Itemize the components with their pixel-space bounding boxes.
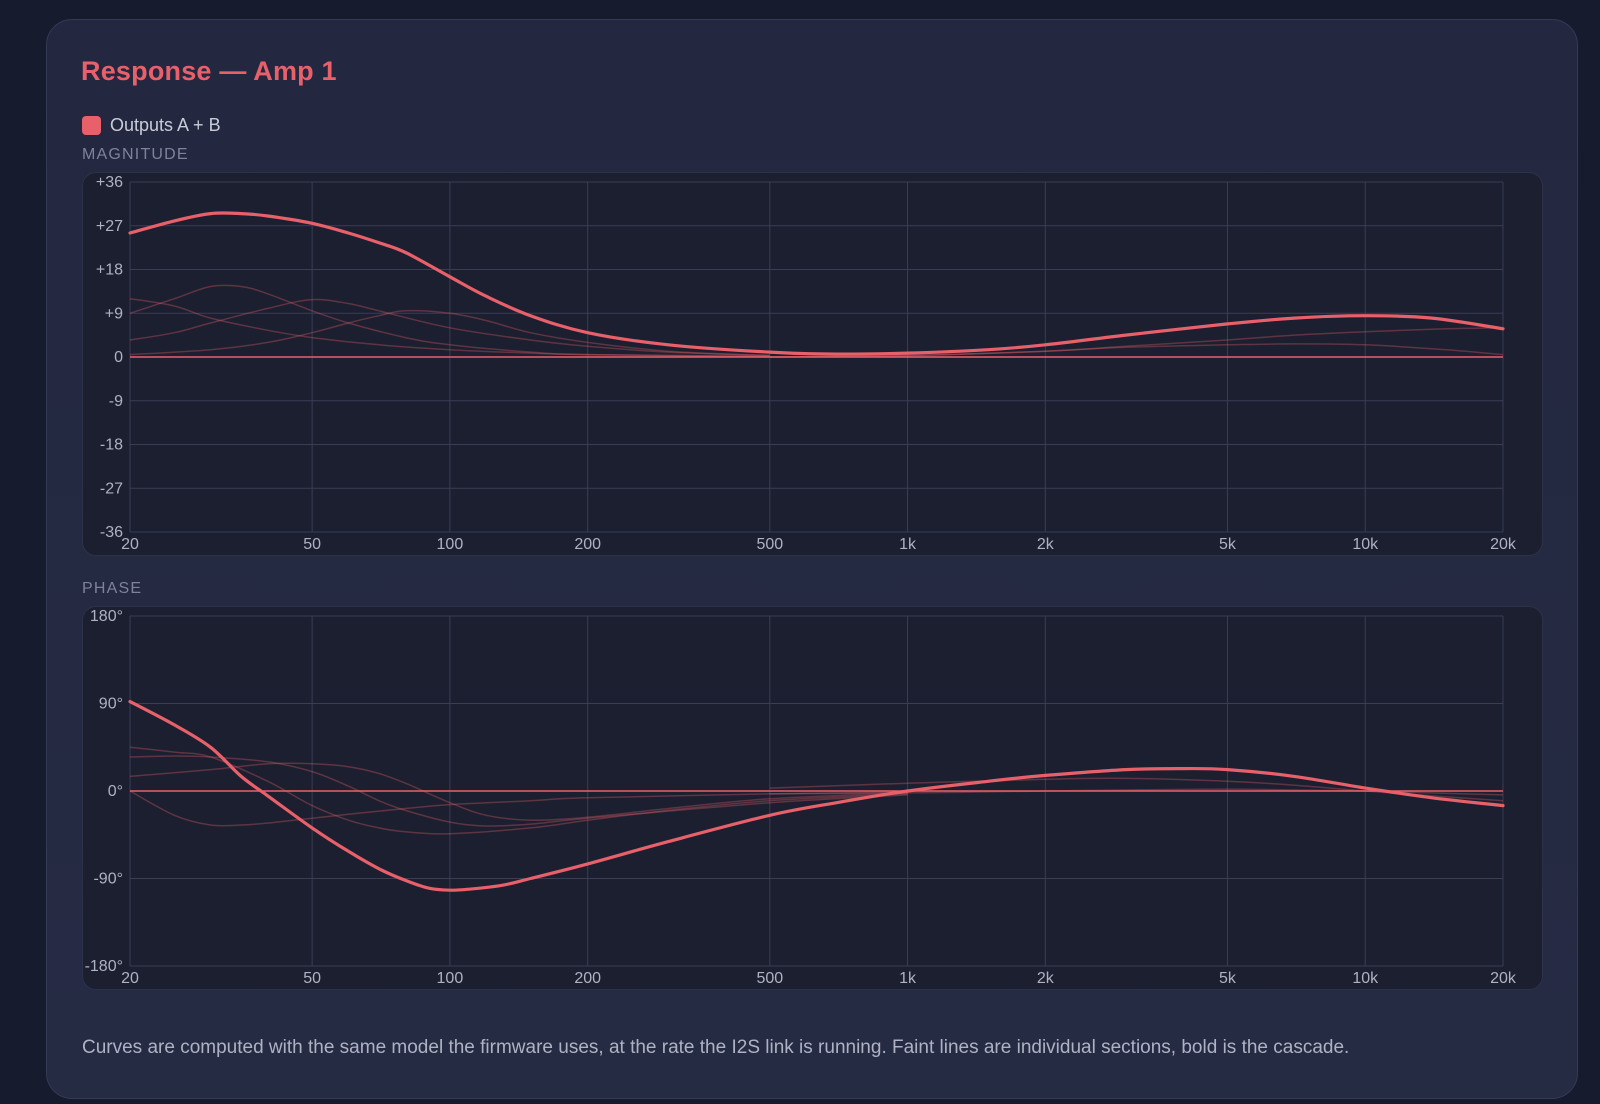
magnitude-section-curve-6	[769, 327, 1504, 358]
phase-x-tick-label: 100	[437, 970, 464, 987]
phase-y-tick-label: -90°	[93, 871, 123, 888]
phase-section-curve-2	[129, 755, 908, 827]
magnitude-x-tick-label: 20	[121, 536, 139, 553]
magnitude-x-tick-label: 500	[756, 536, 783, 553]
magnitude-y-tick-label: -9	[109, 393, 123, 410]
magnitude-cascade-curve	[128, 211, 1505, 356]
phase-label: PHASE	[82, 580, 143, 597]
phase-section-curve-6	[769, 788, 1504, 796]
legend-swatch	[82, 116, 101, 135]
phase-section-curve-3	[129, 762, 908, 821]
phase-y-tick-label: -180°	[85, 958, 123, 975]
phase-chart: 180° 90° 0° -90° -180° 20 50 100 200 500 1k 2k 5k 10k…	[82, 606, 1543, 990]
phase-x-tick-label: 1k	[899, 970, 917, 987]
magnitude-y-tick-label: +27	[96, 218, 123, 235]
magnitude-x-tick-label: 20k	[1490, 536, 1517, 553]
magnitude-section-curve-1	[129, 297, 770, 358]
phase-x-tick-label: 20	[121, 970, 139, 987]
phase-chart-svg: 180° 90° 0° -90° -180°20 50 100 200 500 1k 2k 5k 10k…	[85, 608, 1517, 987]
phase-ticks: 180° 90° 0° -90° -180°20 50 100 200 500 1k 2k 5k 10k…	[85, 608, 1517, 987]
phase-x-tick-label: 5k	[1219, 970, 1237, 987]
phase-x-tick-label: 20k	[1490, 970, 1517, 987]
magnitude-y-tick-label: +18	[96, 262, 123, 279]
legend-label: Outputs A + B	[110, 115, 221, 135]
magnitude-section-curve-3	[129, 298, 770, 357]
magnitude-chart: +36 +27 +18 +9 0 -9 -18 -27 -36 20 50 100 200 500 1k 2k…	[82, 172, 1543, 556]
phase-y-tick-label: 0°	[108, 783, 123, 800]
magnitude-y-tick-label: +9	[105, 305, 123, 322]
magnitude-label: MAGNITUDE	[82, 146, 189, 163]
phase-x-tick-label: 200	[574, 970, 601, 987]
phase-section-curve-4	[129, 790, 908, 827]
footnote: Curves are computed with the same model …	[82, 1037, 1350, 1058]
panel-title: Response — Amp 1	[81, 56, 337, 86]
response-panel: Response — Amp 1 Outputs A + B MAGNITUDE…	[46, 19, 1578, 1099]
magnitude-x-tick-label: 200	[574, 536, 601, 553]
magnitude-x-tick-label: 5k	[1219, 536, 1237, 553]
legend: Outputs A + B	[82, 115, 221, 136]
phase-y-tick-label: 180°	[90, 608, 123, 625]
magnitude-x-tick-label: 10k	[1352, 536, 1379, 553]
magnitude-grid	[129, 181, 1504, 533]
phase-x-tick-label: 50	[303, 970, 321, 987]
magnitude-y-tick-label: +36	[96, 174, 123, 191]
magnitude-section-curve-2	[129, 284, 770, 358]
phase-cascade-curve	[128, 700, 1505, 892]
magnitude-y-tick-label: 0	[114, 349, 123, 366]
magnitude-section-curve-4	[129, 309, 770, 357]
magnitude-x-tick-label: 50	[303, 536, 321, 553]
magnitude-x-tick-label: 2k	[1037, 536, 1055, 553]
magnitude-section-curve-5	[769, 343, 1504, 358]
magnitude-y-tick-label: -27	[100, 480, 123, 497]
magnitude-x-tick-label: 100	[437, 536, 464, 553]
phase-y-tick-label: 90°	[99, 696, 123, 713]
phase-x-tick-label: 500	[756, 970, 783, 987]
magnitude-x-tick-label: 1k	[899, 536, 917, 553]
magnitude-sections	[129, 284, 1504, 358]
phase-x-tick-label: 2k	[1037, 970, 1055, 987]
phase-x-tick-label: 10k	[1352, 970, 1379, 987]
magnitude-y-tick-label: -36	[100, 524, 123, 541]
magnitude-y-tick-label: -18	[100, 437, 123, 454]
